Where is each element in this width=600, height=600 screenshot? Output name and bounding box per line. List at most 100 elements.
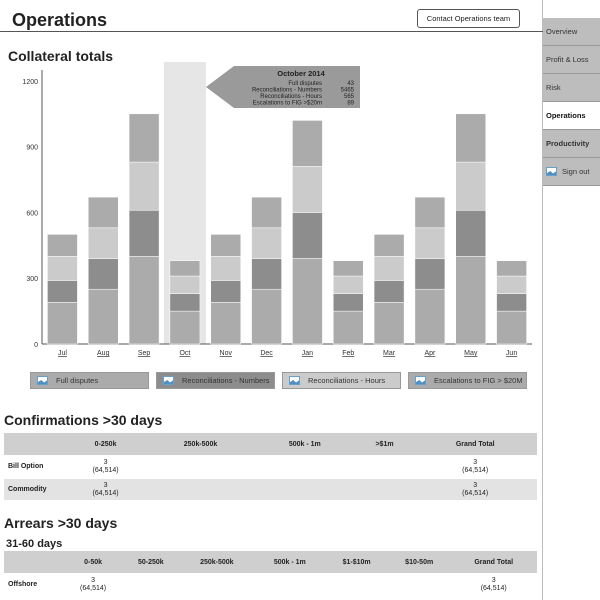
bar-segment	[169, 260, 201, 277]
sidebar-item-productivity[interactable]: Productivity	[543, 130, 600, 158]
bar-segment	[333, 310, 364, 345]
bar-segment	[455, 256, 486, 345]
column-header: 500k - 1m	[254, 551, 326, 573]
sidebar-item-label: Productivity	[546, 139, 590, 148]
bar-segment	[210, 280, 241, 303]
bar-segment	[169, 293, 201, 312]
x-tick-label: Dec	[260, 350, 273, 357]
bar-segment	[292, 212, 323, 259]
table-cell	[253, 455, 356, 479]
main-panel: Operations Contact Operations team Colla…	[0, 0, 543, 600]
table-cell: 3 (64,514)	[450, 573, 537, 597]
chart-tooltip: October 2014 Full disputes 43 Reconciliatio…	[206, 66, 360, 108]
sidebar-item-label: Sign out	[562, 167, 590, 176]
bar-segment	[47, 234, 78, 257]
row-label: Bill Option	[4, 455, 64, 479]
column-header: 0-50k	[64, 551, 123, 573]
chart-icon	[415, 376, 426, 385]
bar-segment	[414, 288, 446, 345]
collateral-chart[interactable]: 0 300 600 900 1200 Jul Aug Sep Oct Nov Dec Jan Feb Ma…	[0, 62, 543, 362]
tooltip-title: October 2014	[277, 69, 325, 78]
chart-icon	[546, 167, 557, 176]
legend-label: Reconciliations - Hours	[308, 376, 386, 385]
table-cell	[147, 455, 254, 479]
legend-full-disputes[interactable]: Full disputes	[30, 372, 149, 389]
sidebar-item-profit-loss[interactable]: Profit & Loss	[543, 46, 600, 74]
table-row[interactable]: Bill Option 3 (64,514) 3 (64,514)	[4, 455, 537, 479]
tooltip-row-label: Reconciliations - Numbers	[252, 88, 322, 94]
bar-segment	[292, 166, 323, 213]
sidebar-item-label: Operations	[546, 111, 586, 120]
bar-segment	[373, 280, 405, 303]
legend-label: Full disputes	[56, 376, 99, 385]
table-cell: 3 (64,514)	[64, 455, 148, 479]
table-cell: 3 (64,514)	[64, 479, 148, 500]
column-header: Grand Total	[413, 433, 537, 455]
legend-label: Escalations to FIG > $20M	[434, 376, 523, 385]
tooltip-row-value: 89	[347, 101, 354, 107]
x-tick-label: Mar	[383, 350, 396, 357]
sidebar-item-label: Risk	[546, 83, 561, 92]
y-tick-label: 300	[26, 276, 38, 283]
x-tick-label: Sep	[138, 350, 151, 357]
sidebar-item-risk[interactable]: Risk	[543, 74, 600, 102]
column-header: >$1m	[355, 433, 414, 455]
table-cell	[254, 573, 326, 597]
x-tick-label: Jun	[506, 350, 517, 357]
sidebar-item-operations[interactable]: Operations	[543, 102, 600, 130]
legend-escalations[interactable]: Escalations to FIG > $20M	[408, 372, 527, 389]
tooltip-row-value: 5465	[341, 88, 355, 94]
table-cell	[179, 573, 255, 597]
bar-segment	[88, 288, 119, 345]
column-header	[4, 551, 64, 573]
contact-operations-button[interactable]: Contact Operations team	[417, 9, 520, 28]
confirmations-table: 0-250k 250k-500k 500k - 1m >$1m Grand To…	[4, 433, 537, 500]
legend-reconciliations-hours[interactable]: Reconciliations - Hours	[282, 372, 401, 389]
sidebar-nav: Overview Profit & Loss Risk Operations P…	[543, 18, 600, 186]
tooltip-row-label: Full disputes	[288, 81, 322, 87]
row-label: Offshore	[4, 573, 64, 597]
table-cell	[147, 479, 254, 500]
bar-segment	[128, 161, 160, 211]
x-tick-label: Aug	[97, 350, 110, 357]
bar-segment	[414, 227, 446, 259]
bar-segment	[455, 210, 486, 257]
table-cell: 3 (64,514)	[64, 573, 123, 597]
table-cell	[387, 573, 451, 597]
table-cell: 3 (64,514)	[413, 455, 537, 479]
bar-segment	[496, 293, 527, 312]
bar-segment	[455, 161, 486, 211]
chart-icon	[163, 376, 174, 385]
table-header-row: 0-250k 250k-500k 500k - 1m >$1m Grand To…	[4, 433, 537, 455]
column-header: 0-250k	[64, 433, 148, 455]
x-tick-label: Oct	[179, 350, 190, 357]
bar-segment	[292, 120, 323, 167]
legend-reconciliations-numbers[interactable]: Reconciliations - Numbers	[156, 372, 275, 389]
table-header-row: 0-50k 50-250k 250k-500k 500k - 1m $1-$10…	[4, 551, 537, 573]
bar-segment	[292, 258, 323, 345]
column-header: 250k-500k	[179, 551, 255, 573]
bar-segment	[128, 113, 160, 163]
table-row[interactable]: Commodity 3 (64,514) 3 (64,514)	[4, 479, 537, 500]
sidebar-item-sign-out[interactable]: Sign out	[543, 158, 600, 186]
bar-segment	[88, 227, 119, 259]
table-row[interactable]: Offshore 3 (64,514) 3 (64,514)	[4, 573, 537, 597]
tooltip-row-label: Reconciliations - Hours	[260, 94, 322, 100]
sidebar-item-label: Profit & Loss	[546, 55, 589, 64]
x-tick-label: May	[464, 350, 478, 357]
x-tick-label: Jan	[302, 350, 313, 357]
page-title: Operations	[12, 10, 108, 30]
legend-label: Reconciliations - Numbers	[182, 376, 270, 385]
bar-segment	[169, 275, 201, 294]
chart-icon	[37, 376, 48, 385]
bar-segment	[333, 260, 364, 277]
sidebar-item-overview[interactable]: Overview	[543, 18, 600, 46]
bar-segment	[373, 256, 405, 281]
bar-segment	[128, 256, 160, 345]
bar-segment	[373, 234, 405, 257]
bar-segment	[88, 258, 119, 290]
sidebar-item-label: Overview	[546, 27, 578, 36]
column-header: 50-250k	[122, 551, 180, 573]
bar-segment	[251, 196, 282, 229]
column-header: 250k-500k	[147, 433, 254, 455]
